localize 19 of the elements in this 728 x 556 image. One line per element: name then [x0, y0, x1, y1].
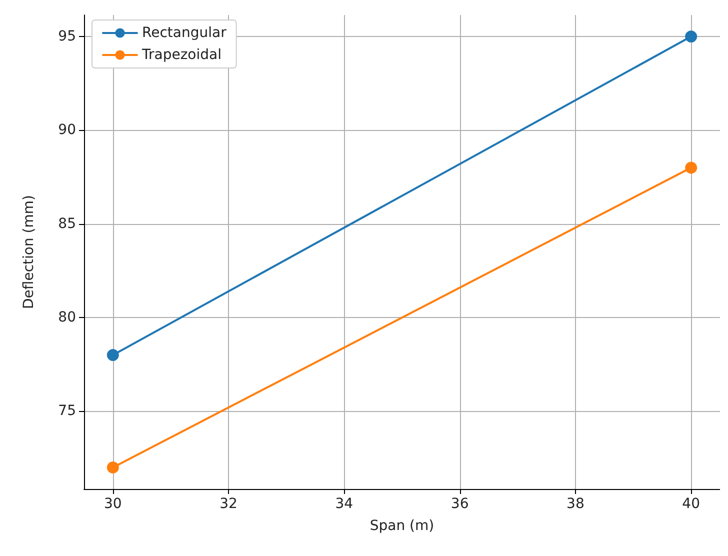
y-tick-label: 90: [58, 122, 76, 138]
y-tick-label: 95: [58, 28, 76, 45]
y-axis-title: Deflection (mm): [21, 195, 37, 309]
point: [685, 162, 698, 174]
x-tick-label: 40: [682, 496, 700, 512]
x-axis-title: Span (m): [370, 518, 434, 534]
legend-label: Trapezoidal: [141, 47, 222, 63]
x-tick-label: 34: [335, 496, 354, 512]
x-tick-label: 36: [450, 496, 469, 512]
x-tick-label: 30: [104, 496, 122, 512]
x-tick-label: 32: [220, 496, 238, 512]
y-tick-label: 75: [58, 403, 76, 420]
y-tick-label: 85: [58, 216, 76, 232]
legend-label: Rectangular: [142, 25, 227, 41]
point: [106, 461, 119, 474]
point: [106, 349, 119, 362]
x-tick-label: 38: [566, 496, 584, 512]
point: [685, 30, 698, 43]
y-tick-label: 80: [58, 310, 76, 326]
